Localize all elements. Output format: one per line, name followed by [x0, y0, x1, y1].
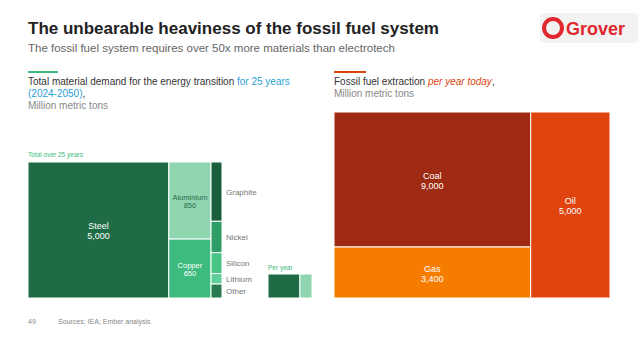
data-label: 3,400 [421, 274, 444, 284]
chart-subtitle: Million metric tons [28, 100, 108, 111]
slide-title: The unbearable heaviness of the fossil f… [28, 19, 439, 38]
treemap-cell [169, 162, 211, 239]
labels: Coal9,000 Gas3,400 Oil5,000 [421, 171, 582, 284]
treemap [28, 162, 222, 298]
chart-title: , [492, 76, 495, 87]
data-label: 5,000 [559, 206, 582, 216]
treemap-cell [211, 253, 222, 274]
treemap-cell [531, 112, 610, 298]
source: Sources: IEA; Ember analysis [58, 318, 151, 326]
accent-line [28, 71, 58, 73]
chart-title: Total material demand for the energy tra… [28, 76, 237, 87]
per-year-cell [268, 274, 300, 298]
logo-text: Grover [566, 19, 625, 39]
category-label: Other [226, 287, 246, 296]
annotation: Per year [268, 264, 293, 272]
slide: The unbearable heaviness of the fossil f… [0, 0, 640, 360]
category-label: Oil [565, 196, 576, 206]
treemap-cell [211, 284, 222, 298]
chart-header: Total material demand for the energy tra… [28, 76, 320, 112]
chart-header: Fossil fuel extraction per year today, Mi… [334, 76, 626, 100]
category-label: Lithium [226, 275, 252, 284]
treemap-cell [211, 274, 222, 284]
slide-subtitle: The fossil fuel system requires over 50x… [28, 42, 395, 54]
data-label: 850 [184, 201, 197, 210]
treemap-cell [28, 162, 169, 298]
page-number: 49 [28, 318, 36, 325]
chart-title: Fossil fuel extraction [334, 76, 428, 87]
labels: Steel5,000Aluminium850Copper650GraphiteN… [87, 188, 257, 296]
chart-title: , [82, 88, 85, 99]
treemap-cell [334, 247, 531, 298]
category-label: Steel [88, 221, 109, 231]
data-label: 650 [184, 269, 197, 278]
category-label: Silicon [226, 259, 250, 268]
treemap-cell [169, 239, 211, 298]
category-label: Gas [424, 264, 441, 274]
chart-subtitle: Million metric tons [334, 88, 414, 99]
category-label: Nickel [226, 233, 248, 242]
treemap-cell [211, 221, 222, 252]
per-year-cell [300, 274, 312, 298]
annotation: Total over 25 years [28, 151, 84, 159]
treemap-cell [334, 112, 531, 247]
accent-line [334, 71, 366, 73]
per-year-treemap [268, 274, 312, 298]
data-label: 5,000 [87, 231, 110, 241]
chart-title: per year today [428, 76, 492, 87]
logo-box [540, 13, 638, 43]
data-label: 9,000 [421, 181, 444, 191]
treemap [334, 112, 610, 298]
treemap-cell [211, 162, 222, 221]
category-label: Coal [423, 171, 442, 181]
logo: Grover [540, 13, 638, 43]
logo-icon [544, 19, 562, 37]
category-label: Graphite [226, 188, 257, 197]
